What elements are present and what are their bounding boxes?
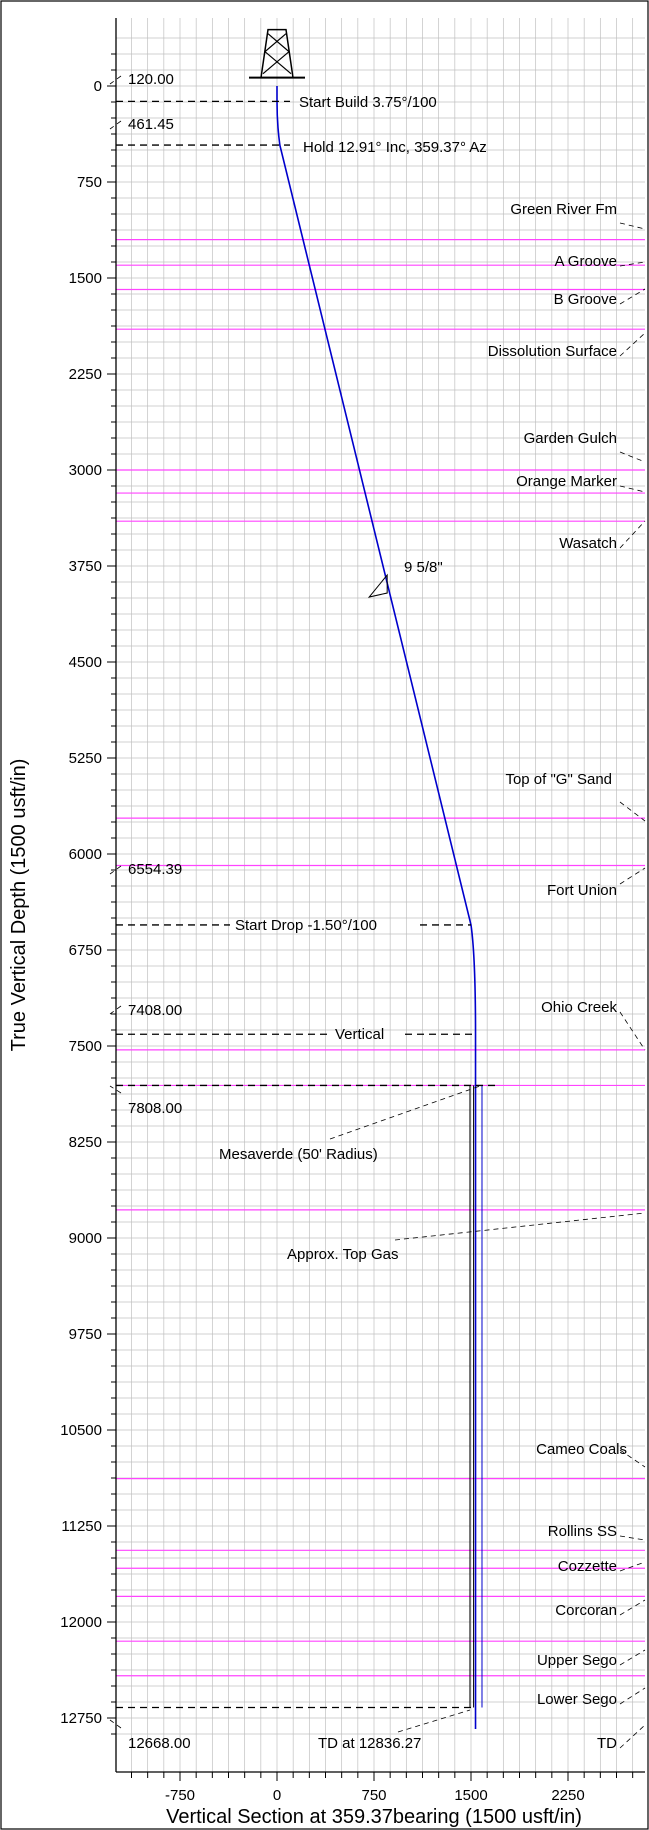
formation-pointer [619, 261, 646, 267]
formation-label-dissolution: Dissolution Surface [488, 343, 617, 360]
formation-label-mesaverde: Mesaverde (50' Radius) [219, 1146, 378, 1163]
y-tick-label: 3000 [69, 462, 102, 479]
formation-pointer [619, 332, 646, 357]
casing-shoe-icon [367, 573, 388, 598]
td-at-label: TD at 12836.27 [318, 1735, 421, 1752]
formation-pointer [619, 222, 646, 230]
y-tick-label: 12750 [60, 1710, 102, 1727]
start-drop-label: Start Drop -1.50°/100 [235, 917, 377, 934]
formation-label-orange-marker: Orange Marker [516, 473, 617, 490]
formation-lines [116, 239, 645, 1677]
wellpath-layer [249, 28, 483, 1730]
formation-pointer [619, 288, 646, 305]
formation-pointer [619, 1561, 646, 1572]
y-tick-label: 6000 [69, 846, 102, 863]
start-build-md-label: 120.00 [128, 71, 174, 88]
y-axis-title: True Vertical Depth (1500 usft/in) [8, 759, 30, 1052]
y-tick-label: 6750 [69, 942, 102, 959]
formation-pointer [619, 1599, 646, 1616]
formation-pointer [619, 1687, 646, 1705]
formation-pointer [619, 485, 646, 493]
annotations-layer [109, 75, 646, 1749]
y-tick-label: 750 [77, 174, 102, 191]
start-drop-md-label: 6554.39 [128, 861, 182, 878]
formation-label-wasatch: Wasatch [559, 535, 617, 552]
y-tick-label: 10500 [60, 1422, 102, 1439]
x-tick-label: 1500 [454, 1787, 487, 1804]
rig-icon-bracing [262, 33, 292, 75]
hold-label: Hold 12.91° Inc, 359.37° Az [303, 139, 487, 156]
formation-label-lower-sego: Lower Sego [537, 1691, 617, 1708]
axes-layer: 0750150022503000375045005250600067507500… [60, 18, 645, 1804]
x-axis-title: Vertical Section at 359.37bearing (1500 … [166, 1806, 582, 1828]
y-tick-label: 3750 [69, 558, 102, 575]
casing-label: 9 5/8" [404, 559, 443, 576]
formation-pointer [619, 1649, 646, 1666]
formation-pointer [619, 451, 646, 463]
formation-label-ohio-creek: Ohio Creek [541, 999, 617, 1016]
formation-label-corcoran: Corcoran [555, 1602, 617, 1619]
x-tick-label: 2250 [551, 1787, 584, 1804]
formation-label-rollins: Rollins SS [548, 1523, 617, 1540]
top-gas-pointer [394, 1212, 646, 1241]
y-tick-label: 2250 [69, 366, 102, 383]
wellpath-line [276, 86, 477, 1730]
formation-pointer [619, 520, 646, 549]
y-tick-label: 9750 [69, 1326, 102, 1343]
vertical-md-label: 7408.00 [128, 1002, 182, 1019]
md-callout-tick [109, 1005, 122, 1015]
y-tick-label: 12000 [60, 1614, 102, 1631]
md-callout-tick [109, 1085, 122, 1094]
y-tick-label: 11250 [61, 1518, 102, 1535]
td-md-label: 12668.00 [128, 1735, 191, 1752]
md-callout-tick [109, 865, 122, 875]
formation-label-upper-sego: Upper Sego [537, 1652, 617, 1669]
formation-pointer [619, 1724, 646, 1749]
y-tick-label: 9000 [69, 1230, 102, 1247]
formation-label-green-river: Green River Fm [510, 201, 617, 218]
x-tick-label: 750 [361, 1787, 386, 1804]
y-tick-label: 1500 [69, 270, 102, 287]
x-tick-label: -750 [165, 1787, 195, 1804]
formation-label-fort-union: Fort Union [547, 882, 617, 899]
y-tick-label: 0 [94, 78, 102, 95]
hold-md-label: 461.45 [128, 116, 174, 133]
y-tick-label: 8250 [69, 1134, 102, 1151]
formation-label-cozzette: Cozzette [558, 1558, 617, 1575]
formation-pointer [619, 1011, 646, 1051]
formation-label-cameo: Cameo Coals [536, 1441, 627, 1458]
vertical-label: Vertical [335, 1026, 384, 1043]
y-tick-label: 4500 [69, 654, 102, 671]
mesaverde-md-label: 7808.00 [128, 1100, 182, 1117]
x-tick-label: 0 [273, 1787, 281, 1804]
md-callout-tick [109, 75, 122, 85]
formation-label-a-groove: A Groove [554, 253, 617, 270]
formation-label-garden-gulch: Garden Gulch [524, 430, 617, 447]
start-build-label: Start Build 3.75°/100 [299, 94, 437, 111]
td-pointer [397, 1709, 471, 1733]
y-tick-label: 7500 [69, 1038, 102, 1055]
formation-pointer [619, 867, 646, 885]
grid [116, 18, 645, 1772]
formation-label-g-sand: Top of "G" Sand [505, 771, 612, 788]
formation-label-b-groove: B Groove [554, 291, 617, 308]
formation-label-td: TD [597, 1735, 617, 1752]
md-callout-tick [109, 120, 122, 130]
formation-pointer [619, 1535, 646, 1541]
formation-label-top-gas: Approx. Top Gas [287, 1246, 398, 1263]
y-tick-label: 5250 [69, 750, 102, 767]
md-callout-tick [109, 1719, 122, 1729]
